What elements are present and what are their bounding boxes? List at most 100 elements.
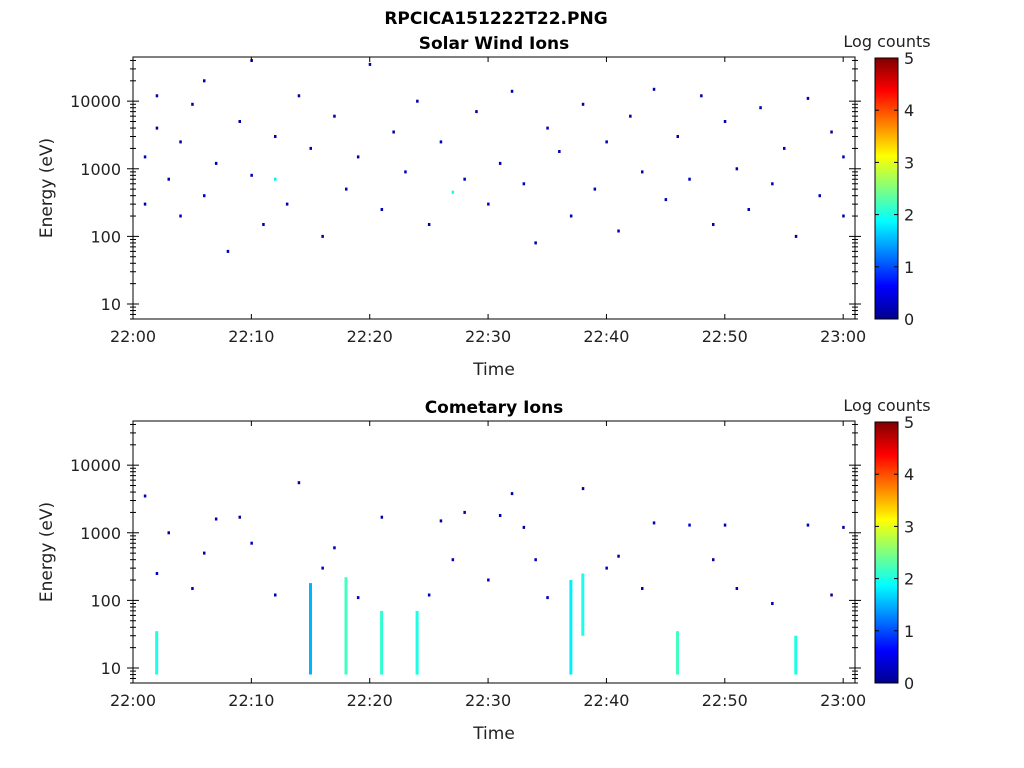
colorbar-tick-label: 1 <box>904 622 914 641</box>
burst-cell <box>415 610 419 675</box>
data-cell <box>617 229 620 233</box>
data-cell <box>368 62 372 66</box>
data-cell <box>842 155 845 159</box>
data-cell <box>593 187 597 191</box>
colorbar-tick-label: 5 <box>904 49 914 68</box>
data-cell <box>747 208 750 211</box>
data-cell <box>712 223 715 226</box>
data-cell <box>617 554 620 558</box>
y-tick-label: 1000 <box>80 524 121 543</box>
data-cell <box>463 510 466 514</box>
burst-cell <box>581 573 585 636</box>
panel-cometary: Cometary Ions 22:00 22:10 22:20 22:30 22:40 2… <box>37 396 931 744</box>
panel-title: Solar Wind Ions <box>419 34 570 54</box>
colorbar-tick-label: 3 <box>904 153 914 172</box>
data-cell <box>641 170 644 174</box>
plot-frame <box>132 420 856 684</box>
data-cell <box>558 150 561 153</box>
data-cell <box>652 87 656 91</box>
data-cell <box>830 130 833 134</box>
data-cell <box>451 190 455 194</box>
x-axis-label: Time <box>472 360 515 380</box>
y-tick-label: 100 <box>90 591 121 610</box>
colorbar-tick-label: 2 <box>904 570 914 589</box>
data-cell <box>463 177 466 181</box>
data-cell <box>735 587 739 590</box>
x-tick-label: 22:00 <box>110 691 156 710</box>
data-cell <box>203 79 206 83</box>
data-cell <box>191 587 194 590</box>
x-tick-label: 22:20 <box>347 327 393 346</box>
data-cell <box>712 558 715 562</box>
data-cell <box>771 182 774 186</box>
figure-title: RPCICA151222T22.PNG <box>384 9 607 29</box>
data-cell <box>581 487 585 491</box>
data-cell <box>167 177 170 181</box>
x-axis-label: Time <box>472 724 515 744</box>
colorbar-scale <box>874 421 899 684</box>
data-cell <box>226 249 230 253</box>
burst-cell <box>309 583 312 675</box>
data-cell <box>830 593 833 597</box>
data-cell <box>498 161 502 165</box>
data-cell <box>818 194 821 198</box>
data-cell <box>759 106 762 110</box>
burst-cell <box>676 631 679 675</box>
data-cell <box>546 126 549 130</box>
data-cell <box>345 187 348 191</box>
colorbar-ticks: 0 1 2 3 4 5 <box>875 49 914 329</box>
panel-solar-wind: Solar Wind Ions 22:00 22:10 22:20 22:30 22:4… <box>37 32 931 380</box>
data-cell <box>605 566 608 570</box>
x-tick-label: 22:10 <box>228 327 274 346</box>
colorbar-tick-label: 2 <box>904 206 914 225</box>
data-cell <box>380 515 384 519</box>
colorbar-tick-label: 4 <box>904 465 914 484</box>
x-tick-label: 22:10 <box>228 691 274 710</box>
data-cell <box>427 223 431 226</box>
x-tick-label: 22:00 <box>110 327 156 346</box>
burst-cell <box>380 610 384 675</box>
data-cell <box>274 593 277 597</box>
data-cell <box>487 202 490 206</box>
x-tick-label: 22:40 <box>583 327 629 346</box>
data-cell <box>723 120 727 123</box>
data-cell <box>285 202 289 206</box>
data-cell <box>167 531 170 535</box>
heatmap-cells <box>143 481 845 675</box>
data-cell <box>688 523 691 527</box>
axes: 22:00 22:10 22:20 22:30 22:40 22:50 23:00 10 100… <box>70 57 866 346</box>
data-cell <box>641 587 644 590</box>
colorbar-tick-label: 3 <box>904 517 914 536</box>
panel-title: Cometary Ions <box>425 398 564 418</box>
data-cell <box>203 551 206 555</box>
data-cell <box>534 558 537 562</box>
data-cell <box>581 102 585 106</box>
data-cell <box>155 126 159 130</box>
data-cell <box>214 161 218 165</box>
data-cell <box>794 234 798 238</box>
data-cell <box>510 89 514 93</box>
data-cell <box>238 515 241 519</box>
data-cell <box>439 140 443 144</box>
data-cell <box>652 521 656 525</box>
burst-cell <box>155 631 159 675</box>
colorbar-tick-label: 5 <box>904 413 914 432</box>
data-cell <box>262 223 265 226</box>
y-tick-label: 10 <box>101 295 121 314</box>
x-tick-label: 22:50 <box>702 691 748 710</box>
y-axis-label: Energy (eV) <box>37 138 57 238</box>
data-cell <box>250 541 253 545</box>
data-cell <box>416 99 419 103</box>
data-cell <box>783 146 786 150</box>
colorbar-label: Log counts <box>843 32 930 51</box>
heatmap-cells <box>143 59 845 253</box>
data-cell <box>380 208 384 211</box>
data-cell <box>191 102 194 106</box>
data-cell <box>510 492 514 496</box>
data-cell <box>274 135 277 138</box>
data-cell <box>842 214 845 218</box>
data-cell <box>203 194 206 198</box>
colorbar-label: Log counts <box>843 396 930 415</box>
plot-frame <box>132 56 856 320</box>
data-cell <box>309 146 312 150</box>
